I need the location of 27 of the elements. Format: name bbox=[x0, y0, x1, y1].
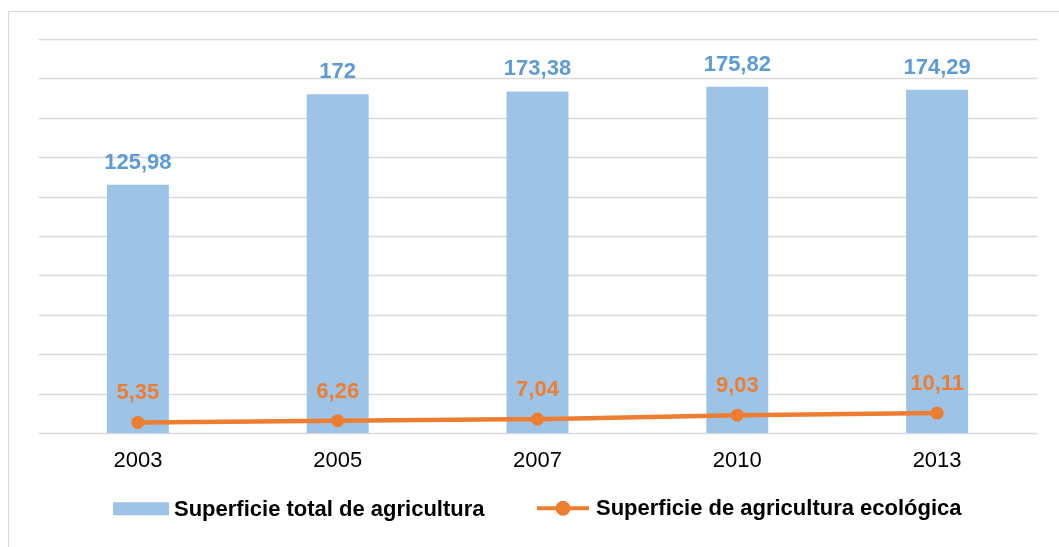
point bbox=[730, 408, 744, 422]
point bbox=[331, 414, 345, 428]
legend-label: Superficie de agricultura ecológica bbox=[596, 495, 963, 521]
data-label: 175,82 bbox=[703, 50, 771, 76]
legend-label: Superficie total de agricultura bbox=[174, 495, 486, 521]
x-tick-label: 2010 bbox=[712, 446, 762, 472]
data-label: 7,04 bbox=[516, 376, 560, 402]
bar bbox=[306, 94, 369, 433]
x-tick-label: 2005 bbox=[313, 446, 363, 472]
data-label: 10,11 bbox=[910, 370, 965, 396]
bar bbox=[706, 86, 769, 433]
x-tick-label: 2003 bbox=[113, 446, 163, 472]
data-label: 9,03 bbox=[715, 372, 759, 398]
data-label: 173,38 bbox=[503, 55, 572, 81]
data-label: 6,26 bbox=[316, 377, 360, 403]
point bbox=[930, 406, 944, 420]
bar bbox=[106, 184, 169, 433]
bar bbox=[506, 91, 569, 433]
point bbox=[131, 415, 145, 429]
data-label: 125,98 bbox=[104, 148, 172, 174]
x-tick-label: 2013 bbox=[912, 446, 962, 472]
data-label: 5,35 bbox=[116, 379, 160, 405]
bar bbox=[906, 89, 969, 433]
x-tick-label: 2007 bbox=[513, 446, 562, 472]
data-label: 172 bbox=[319, 58, 357, 84]
point bbox=[530, 412, 545, 426]
data-label: 174,29 bbox=[903, 53, 971, 79]
